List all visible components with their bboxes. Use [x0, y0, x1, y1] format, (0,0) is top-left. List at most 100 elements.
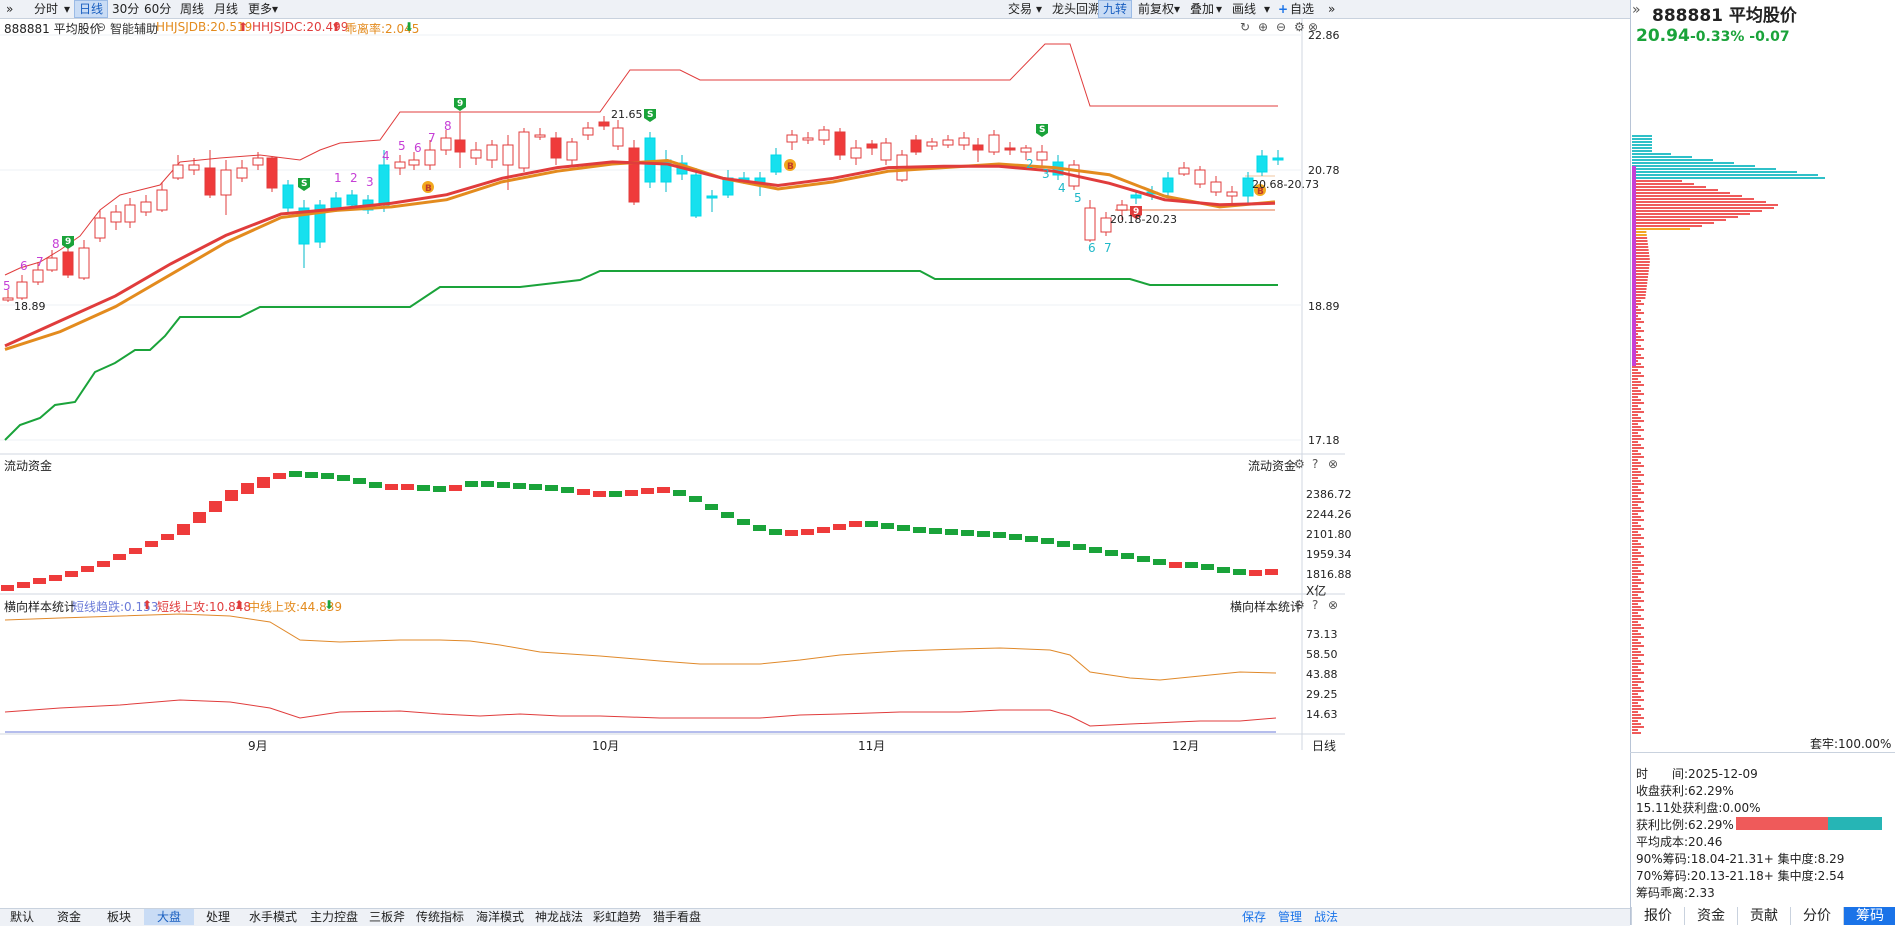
candle-body — [958, 137, 970, 146]
add-icon[interactable]: + — [1278, 2, 1289, 16]
candle-body — [156, 189, 168, 211]
candle-body — [834, 131, 846, 156]
chevron-down-icon[interactable]: ⊝ — [96, 20, 107, 34]
candle-body — [378, 164, 390, 206]
candle-body — [988, 134, 1000, 153]
candle-body — [1256, 155, 1268, 173]
watchlist-button[interactable]: 自选 — [1290, 2, 1315, 16]
chevron-down-icon[interactable]: ▾ — [1036, 2, 1043, 16]
smart-assist-toggle[interactable]: 智能辅助 — [110, 22, 159, 36]
candle-body — [850, 147, 862, 159]
flow-bar — [577, 489, 590, 495]
collapse-icon[interactable]: » — [1632, 2, 1641, 18]
indicator-tab[interactable]: 神龙战法 — [534, 910, 583, 924]
indicator-tab[interactable]: 传统指标 — [415, 910, 464, 924]
flow-bar — [81, 566, 94, 572]
help-icon[interactable]: ? — [1312, 598, 1319, 612]
indicator-tab[interactable]: 默认 — [9, 910, 34, 924]
close-icon[interactable]: ⊗ — [1308, 20, 1319, 34]
help-icon[interactable]: ? — [1312, 457, 1319, 471]
flow-bar — [145, 541, 158, 547]
buy-badge-icon — [784, 159, 796, 171]
chevron-down-icon[interactable]: ▾ — [272, 2, 279, 16]
flow-bar — [609, 491, 622, 497]
nine-turn-count: 5 — [1074, 191, 1082, 205]
indicator-tab[interactable]: 水手模式 — [248, 910, 297, 924]
indicator-tab[interactable]: 海洋模式 — [475, 910, 524, 924]
candle-body — [330, 197, 342, 209]
tab-minute[interactable]: 分时 — [34, 2, 59, 16]
refresh-icon[interactable]: ↻ — [1240, 20, 1251, 34]
sample-panel-title: 横向样本统计 — [4, 600, 77, 614]
nine-turn-count: 4 — [1058, 181, 1066, 195]
y-tick: 1959.34 — [1306, 548, 1352, 561]
chevron-down-icon[interactable]: ▾ — [1174, 2, 1181, 16]
zoom-in-icon[interactable]: ⊕ — [1258, 20, 1269, 34]
indicator-tab[interactable]: 主力控盘 — [309, 910, 358, 924]
flow-bar — [209, 501, 222, 512]
collapse-icon[interactable]: » — [6, 2, 14, 16]
adjust-menu[interactable]: 前复权 — [1138, 2, 1175, 16]
candle-body — [282, 184, 294, 209]
zoom-out-icon[interactable]: ⊖ — [1276, 20, 1287, 34]
tab-30min[interactable]: 30分 — [112, 2, 140, 16]
tab-60min[interactable]: 60分 — [144, 2, 172, 16]
indicator-tab[interactable]: 资金 — [56, 910, 81, 924]
right-panel-tab[interactable]: 筹码 — [1843, 907, 1895, 925]
chevron-down-icon[interactable]: ▾ — [1216, 2, 1223, 16]
indicator-tab[interactable]: 三板斧 — [368, 910, 405, 924]
trade-menu[interactable]: 交易 — [1008, 2, 1033, 16]
tab-more[interactable]: 更多 — [248, 2, 273, 16]
flow-bar — [705, 504, 718, 510]
indicator-tab[interactable]: 大盘 — [144, 909, 194, 925]
nine-turn-count: 7 — [36, 255, 44, 269]
flow-bar — [177, 524, 190, 535]
right-panel-tab[interactable]: 资金 — [1684, 907, 1737, 925]
indicator-tab[interactable]: 猎手看盘 — [652, 910, 701, 924]
flow-bar — [321, 473, 334, 479]
candle-body — [910, 139, 922, 153]
nine-turn-button[interactable]: 九转 — [1098, 0, 1133, 18]
info-close-profit: 收盘获利:62.29% — [1636, 784, 1734, 798]
flow-bar — [417, 485, 430, 491]
flow-bar — [529, 484, 542, 490]
save-button[interactable]: 保存 — [1241, 910, 1266, 924]
expand-icon[interactable]: » — [1328, 2, 1336, 16]
flow-bar — [129, 548, 142, 554]
indicator-tab[interactable]: 彩虹趋势 — [592, 910, 641, 924]
settings-icon[interactable]: ⚙ — [1294, 598, 1305, 612]
flow-bar — [785, 530, 798, 536]
strategy-button[interactable]: 战法 — [1313, 910, 1338, 924]
indicator-tab[interactable]: 处理 — [205, 910, 230, 924]
tab-daily[interactable]: 日线 — [74, 0, 109, 18]
flow-bar — [1217, 567, 1230, 573]
settings-icon[interactable]: ⚙ — [1294, 20, 1305, 34]
candle-body — [124, 204, 136, 223]
signal-badge-icon — [1130, 206, 1142, 219]
nine-turn-count: 3 — [366, 175, 374, 189]
overlay-menu[interactable]: 叠加 — [1190, 2, 1215, 16]
candle-body — [298, 207, 310, 245]
close-icon[interactable]: ⊗ — [1328, 598, 1339, 612]
x-tick-dec: 12月 — [1172, 739, 1200, 753]
flow-bar — [65, 571, 78, 577]
y-tick: 73.13 — [1306, 628, 1338, 641]
right-panel-tab[interactable]: 贡献 — [1737, 907, 1790, 925]
right-panel-tab[interactable]: 分价 — [1790, 907, 1843, 925]
dropdown-minute-icon[interactable]: ▾ — [64, 2, 71, 16]
close-icon[interactable]: ⊗ — [1328, 457, 1339, 471]
flow-bar — [1233, 569, 1246, 575]
tab-monthly[interactable]: 月线 — [214, 2, 239, 16]
right-panel-tab[interactable]: 报价 — [1631, 907, 1684, 925]
signal-badge-icon — [298, 178, 310, 191]
tab-weekly[interactable]: 周线 — [180, 2, 205, 16]
indicator-tab[interactable]: 板块 — [106, 910, 131, 924]
leader-review-button[interactable]: 龙头回溯 — [1052, 2, 1101, 16]
flow-panel-title-right: 流动资金 — [1248, 459, 1297, 473]
flow-bar — [113, 554, 126, 560]
manage-button[interactable]: 管理 — [1277, 910, 1302, 924]
settings-icon[interactable]: ⚙ — [1294, 457, 1305, 471]
chevron-down-icon[interactable]: ▾ — [1264, 2, 1271, 16]
draw-line-button[interactable]: 画线 — [1232, 2, 1257, 16]
